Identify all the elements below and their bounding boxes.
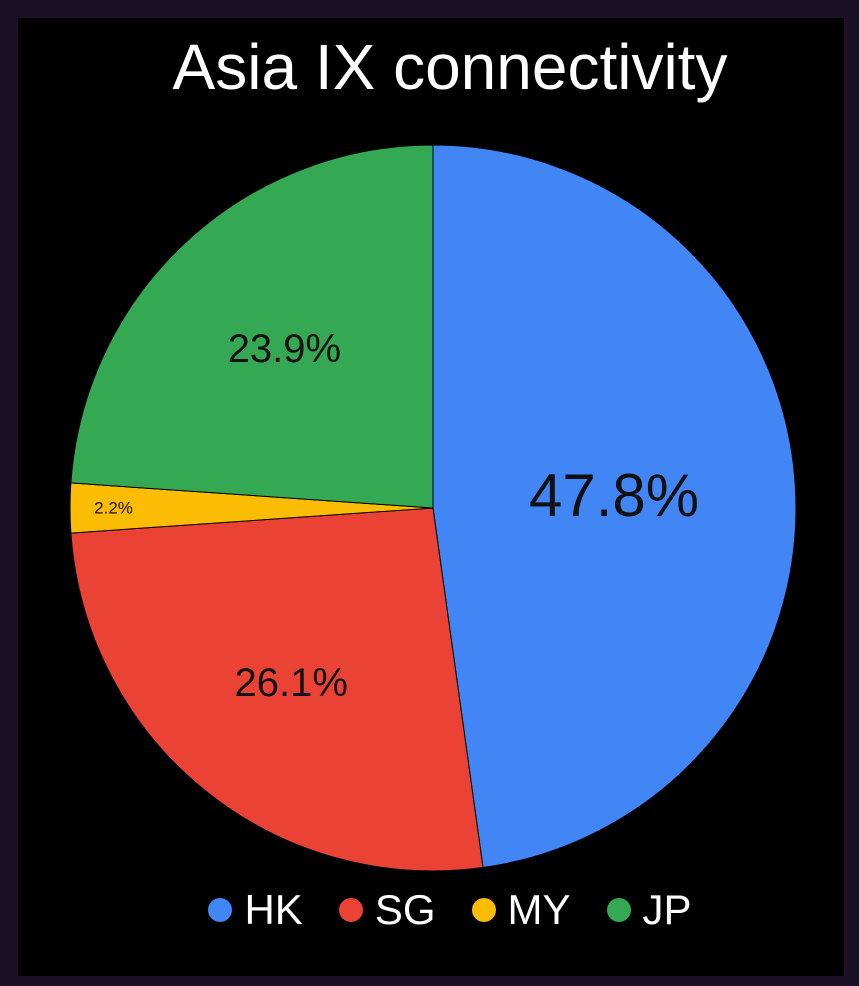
legend-item-hk: HK bbox=[208, 886, 303, 934]
slice-label-hk: 47.8% bbox=[529, 462, 699, 529]
pie-slices bbox=[69, 144, 797, 872]
slice-label-my: 2.2% bbox=[94, 499, 133, 518]
chart-title: Asia IX connectivity bbox=[172, 31, 728, 103]
legend-dot-my bbox=[471, 898, 496, 922]
legend-label-hk: HK bbox=[244, 886, 303, 933]
slice-label-sg: 26.1% bbox=[234, 661, 347, 705]
legend-label-jp: JP bbox=[642, 886, 692, 933]
legend-dot-sg bbox=[338, 898, 363, 922]
legend-dot-hk bbox=[208, 898, 233, 922]
legend-label-my: MY bbox=[507, 886, 571, 933]
pie-slice-jp bbox=[70, 144, 434, 509]
legend-item-sg: SG bbox=[338, 886, 436, 934]
legend-dot-jp bbox=[606, 898, 631, 922]
pie-slice-sg bbox=[70, 507, 484, 872]
legend-item-my: MY bbox=[471, 886, 571, 934]
legend: HK SG MY JP bbox=[0, 886, 859, 934]
pie-slice-hk bbox=[432, 144, 797, 869]
legend-label-sg: SG bbox=[374, 886, 436, 933]
slice-label-jp: 23.9% bbox=[228, 327, 341, 371]
pie-labels: 47.8% 26.1% 2.2% 23.9% bbox=[94, 327, 699, 705]
legend-item-jp: JP bbox=[606, 886, 692, 934]
